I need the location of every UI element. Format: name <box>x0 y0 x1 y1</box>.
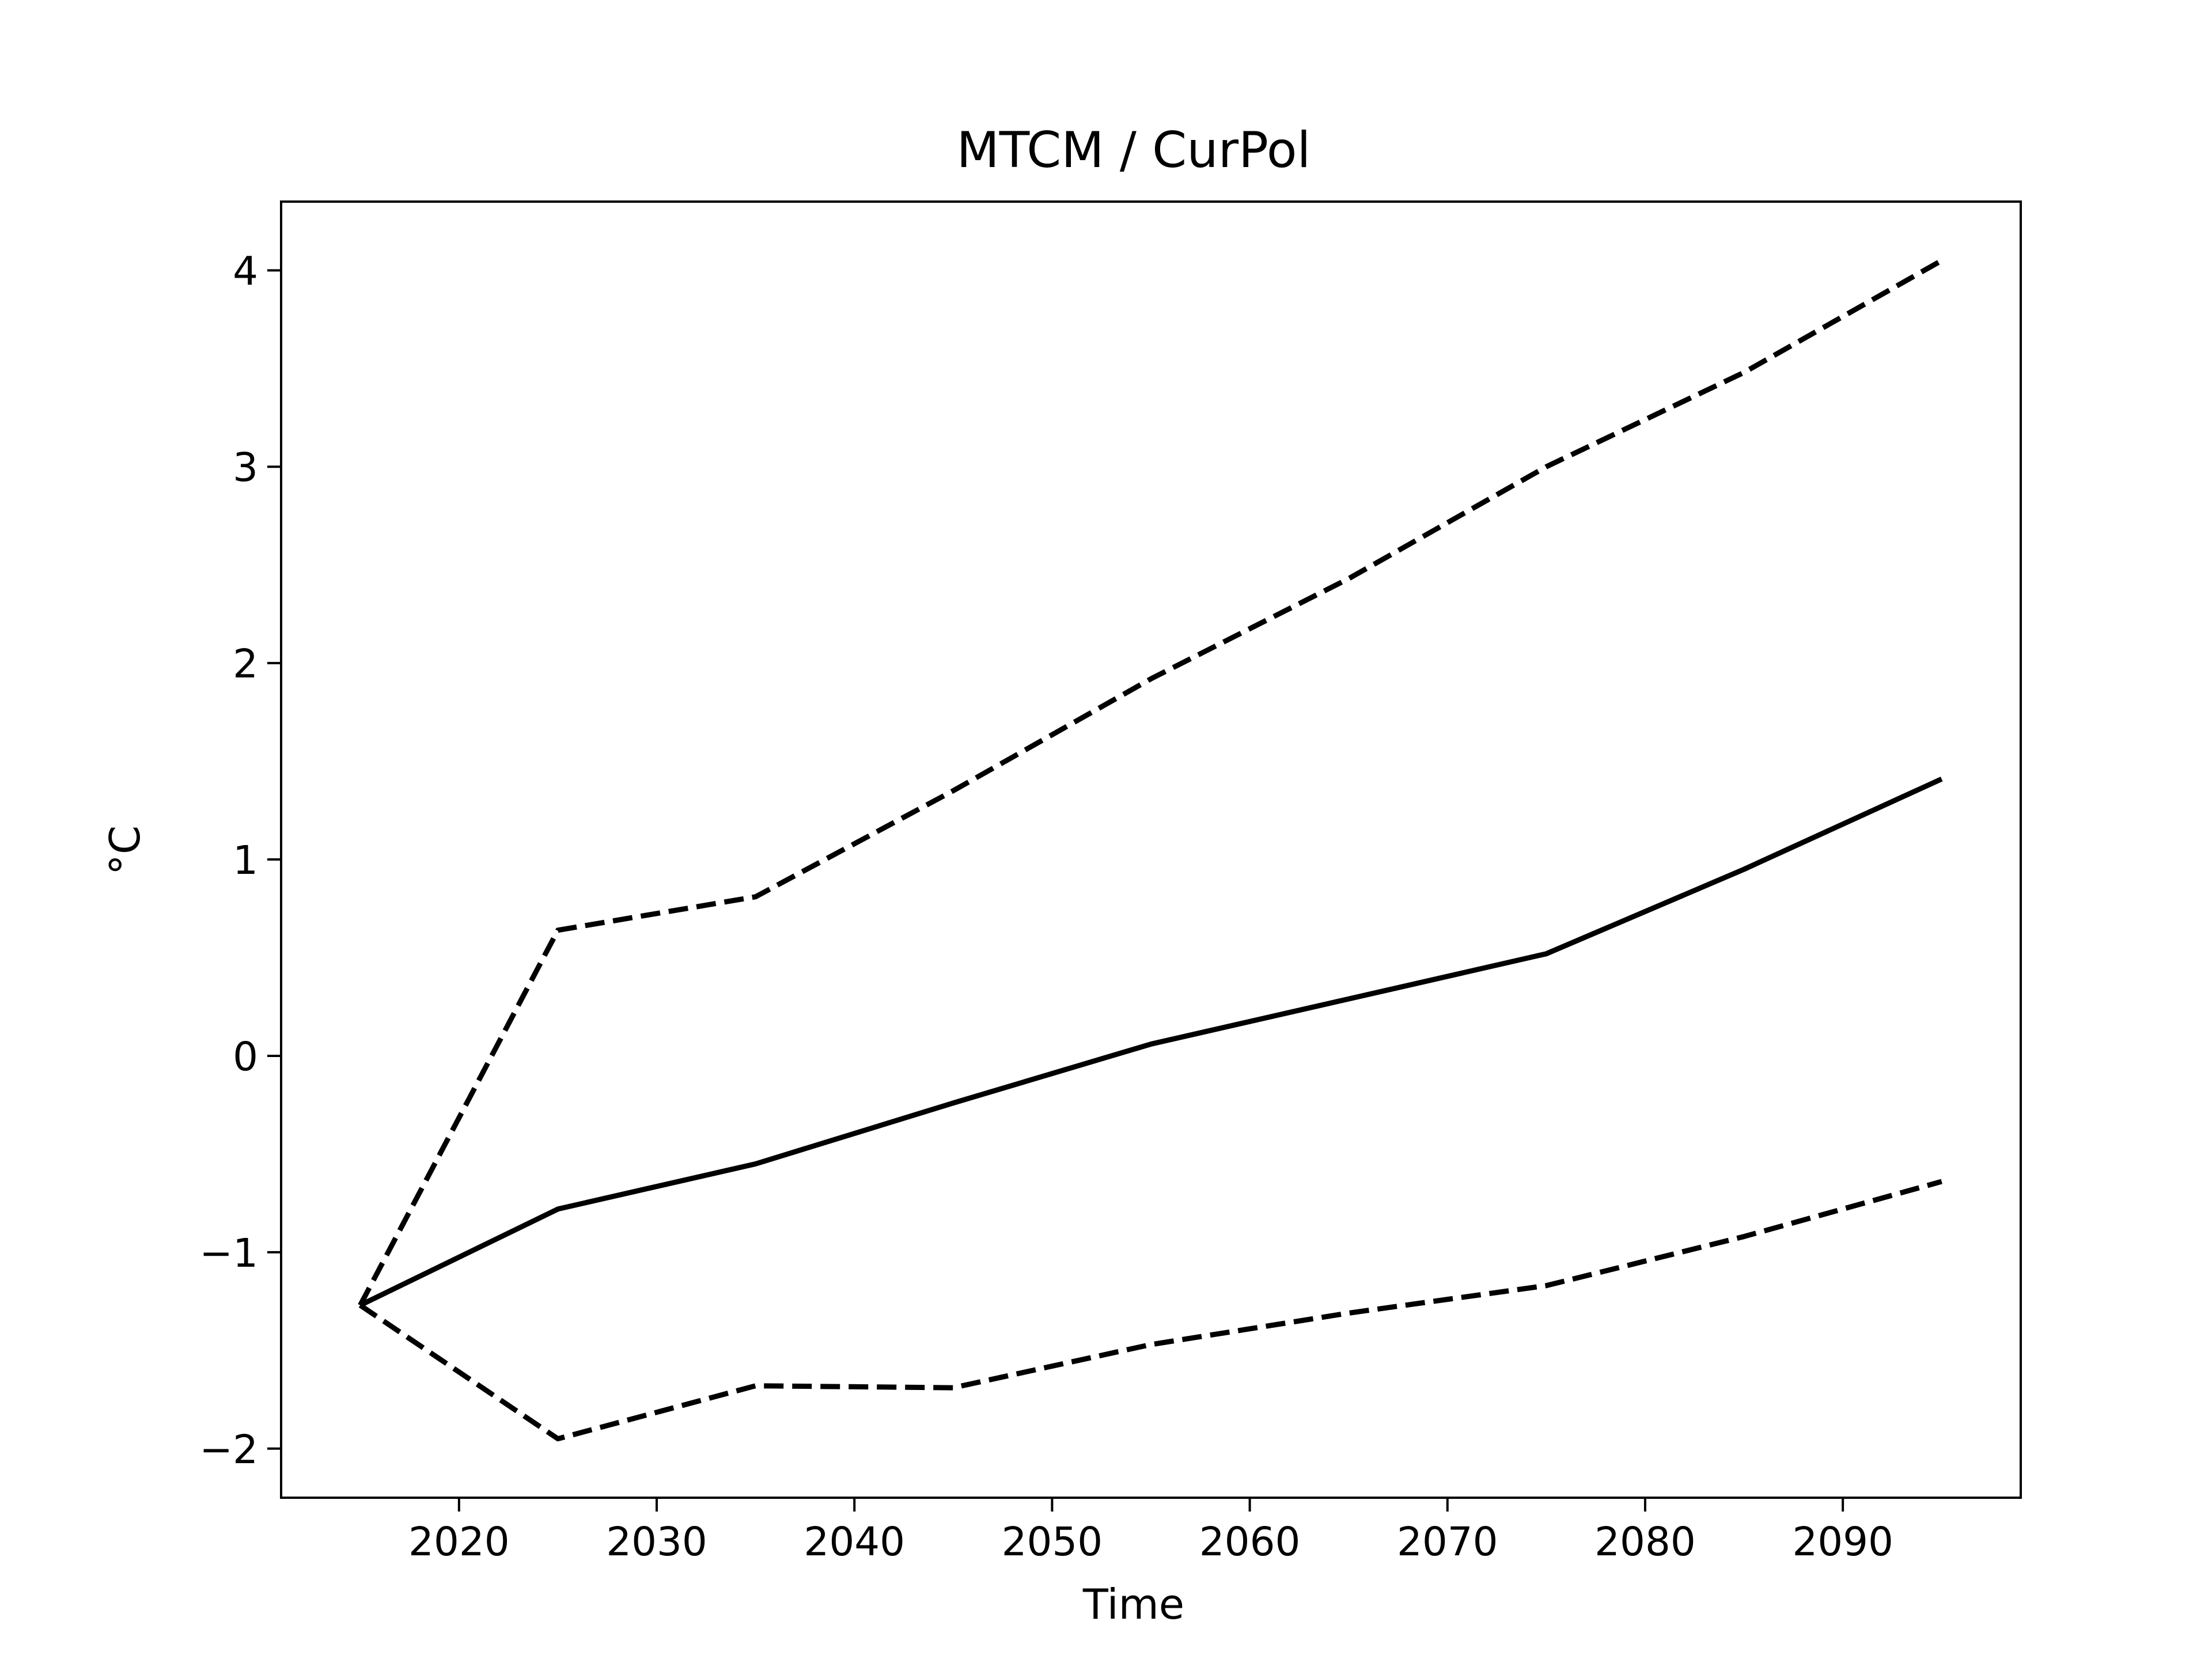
plot-area <box>280 200 2022 1499</box>
plot-frame <box>280 200 2022 1499</box>
y-tick-label: −2 <box>199 1427 258 1473</box>
y-tick-label: 3 <box>233 445 258 491</box>
x-tick-label: 2050 <box>1002 1519 1103 1565</box>
y-tick-label: −1 <box>199 1230 258 1277</box>
x-tick-label: 2040 <box>804 1519 905 1565</box>
y-tick-label: 0 <box>233 1034 258 1080</box>
x-tick-label: 2090 <box>1792 1519 1893 1565</box>
x-axis-label: Time <box>1082 1580 1184 1628</box>
y-axis-label: °C <box>101 825 149 875</box>
x-tick-label: 2060 <box>1199 1519 1301 1565</box>
y-tick-label: 4 <box>233 248 258 294</box>
x-tick-label: 2080 <box>1594 1519 1696 1565</box>
y-tick-label: 1 <box>233 838 258 884</box>
x-tick-label: 2020 <box>408 1519 510 1565</box>
x-tick-label: 2030 <box>606 1519 707 1565</box>
series-line-2-solid <box>359 777 1943 1308</box>
x-axis: 2020 2030 2040 2050 2060 2070 2080 2090 <box>408 1498 1893 1565</box>
series-line-1-dashed <box>358 258 1943 1306</box>
x-tick-label: 2070 <box>1397 1519 1498 1565</box>
chart-title: MTCM / CurPol <box>957 122 1311 179</box>
y-tick-label: 2 <box>233 641 258 687</box>
y-axis: −2 −1 0 1 2 3 4 <box>199 248 281 1473</box>
